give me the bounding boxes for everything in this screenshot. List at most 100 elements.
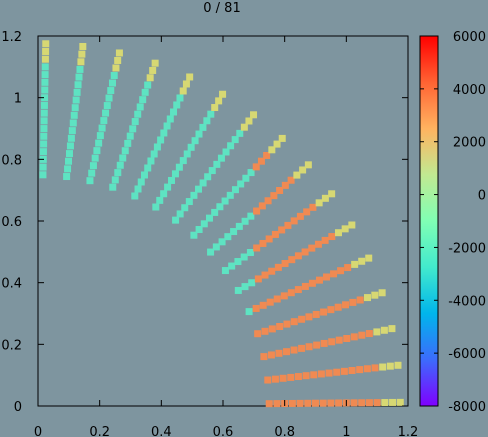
data-point — [381, 399, 389, 407]
data-point — [299, 166, 307, 174]
data-point — [166, 115, 174, 123]
data-point — [131, 192, 139, 200]
data-point — [248, 279, 256, 287]
data-point — [131, 118, 139, 126]
data-point — [348, 366, 356, 374]
data-point — [179, 157, 187, 165]
colorbar: 6000 4000 2000 0 -2000 -4000 -6000 -8000 — [419, 30, 486, 415]
data-point — [386, 362, 394, 370]
data-point — [373, 328, 381, 336]
data-point — [124, 139, 132, 147]
data-point — [65, 150, 73, 158]
data-point — [335, 399, 343, 407]
data-point — [126, 132, 134, 140]
data-point — [321, 194, 329, 202]
data-point — [217, 154, 225, 162]
data-point — [199, 179, 207, 187]
colorbar-tick-label: -4000 — [448, 294, 486, 309]
data-point — [121, 147, 129, 155]
data-point — [179, 87, 187, 95]
y-tick-label: 1 — [14, 92, 22, 107]
data-point — [268, 267, 276, 275]
data-point — [153, 143, 161, 151]
data-point — [325, 369, 333, 377]
data-point — [79, 42, 87, 50]
data-point — [312, 310, 320, 318]
data-point — [273, 295, 281, 303]
data-point — [293, 171, 301, 179]
colorbar-tick-label: 6000 — [453, 30, 486, 45]
data-point — [64, 165, 72, 173]
data-point — [304, 399, 312, 407]
data-point — [271, 230, 279, 238]
data-point — [298, 315, 306, 323]
data-point — [65, 157, 73, 165]
data-point — [40, 117, 48, 125]
data-point — [176, 94, 184, 102]
data-point — [215, 97, 223, 105]
data-point — [268, 325, 276, 333]
data-point — [195, 226, 203, 234]
data-point — [267, 351, 275, 359]
data-point — [389, 398, 397, 406]
data-point — [261, 271, 269, 279]
data-point — [309, 203, 317, 211]
x-tick-label: 0.4 — [151, 425, 172, 437]
data-point — [301, 248, 309, 256]
data-point — [219, 90, 227, 98]
x-tick-label: 1 — [342, 425, 350, 437]
data-point — [139, 96, 147, 104]
data-point — [337, 267, 345, 275]
data-point — [342, 301, 350, 309]
data-point — [39, 148, 47, 156]
data-point — [273, 140, 281, 148]
data-point — [301, 282, 309, 290]
data-point — [315, 276, 323, 284]
data-point — [228, 262, 236, 270]
colorbar-gradient — [419, 35, 439, 407]
data-point — [100, 117, 108, 125]
data-point — [208, 167, 216, 175]
data-point — [365, 254, 373, 262]
data-point — [245, 308, 253, 316]
data-point — [371, 291, 379, 299]
data-point — [394, 361, 402, 369]
data-point — [108, 79, 116, 87]
data-point — [304, 161, 312, 169]
data-point — [343, 334, 351, 342]
data-point — [224, 233, 232, 241]
points — [39, 40, 404, 408]
data-point — [93, 147, 101, 155]
data-point — [240, 123, 248, 131]
data-point — [266, 298, 274, 306]
data-point — [246, 248, 254, 256]
data-point — [40, 140, 48, 148]
data-point — [234, 258, 242, 266]
frame-counter: 0 / 81 — [203, 1, 240, 16]
data-point — [42, 40, 50, 48]
data-point — [71, 104, 79, 112]
data-point — [317, 370, 325, 378]
data-point — [330, 270, 338, 278]
data-point — [72, 96, 80, 104]
data-point — [252, 163, 260, 171]
x-tick-label: 0.6 — [213, 425, 234, 437]
data-point — [191, 137, 199, 145]
data-point — [207, 110, 215, 118]
data-point — [371, 364, 379, 372]
data-point — [341, 225, 349, 233]
data-point — [211, 104, 219, 112]
data-point — [281, 181, 289, 189]
data-point — [378, 289, 386, 297]
data-point — [207, 248, 215, 256]
data-point — [160, 129, 168, 137]
data-point — [283, 320, 291, 328]
data-point — [74, 81, 82, 89]
data-point — [102, 109, 110, 117]
data-point — [96, 132, 104, 140]
data-point — [147, 157, 155, 165]
data-point — [195, 130, 203, 138]
data-point — [335, 336, 343, 344]
data-point — [231, 136, 239, 144]
